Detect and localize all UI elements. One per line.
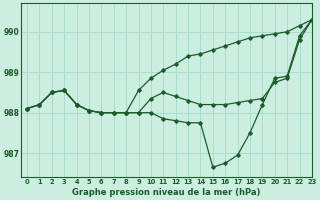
X-axis label: Graphe pression niveau de la mer (hPa): Graphe pression niveau de la mer (hPa) <box>72 188 260 197</box>
